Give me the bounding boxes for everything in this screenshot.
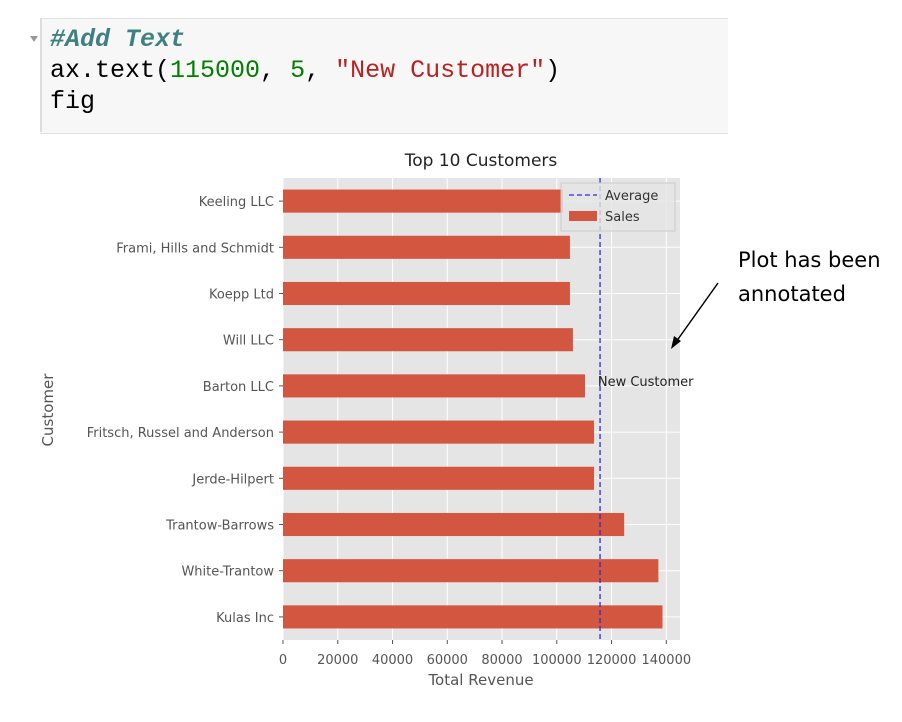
bar [283, 235, 570, 259]
note-text: annotated [738, 282, 846, 306]
x-axis-label: Total Revenue [427, 671, 533, 689]
note-arrow [675, 282, 719, 343]
bar [283, 328, 573, 352]
chart-title: Top 10 Customers [404, 151, 558, 171]
y-tick-label: Trantow-Barrows [165, 519, 274, 534]
note-arrowhead [671, 336, 681, 349]
bar [283, 374, 585, 398]
y-axis-label: Customer [39, 373, 57, 447]
annotation: New Customer [598, 375, 694, 390]
code-token: fig [50, 87, 96, 116]
x-tick-label: 0 [279, 653, 287, 668]
code: #Add Text ax.text(115000, 5, "New Custom… [50, 24, 560, 117]
y-tick-label: Jerde-Hilpert [191, 472, 274, 487]
legend-label: Average [605, 189, 658, 204]
legend-swatch [569, 211, 597, 221]
x-tick-label: 120000 [587, 653, 637, 668]
x-tick-label: 80000 [481, 653, 522, 668]
x-tick-label: 40000 [372, 653, 413, 668]
code-number: 115000 [170, 56, 261, 85]
bar [283, 512, 625, 537]
y-tick-label: Keeling LLC [199, 195, 274, 210]
y-tick-label: Barton LLC [203, 380, 274, 395]
bar [283, 466, 595, 490]
x-tick-label: 140000 [641, 653, 691, 668]
y-tick-label: Fritsch, Russel and Anderson [87, 426, 274, 441]
code-number: 5 [290, 56, 306, 85]
x-tick-label: 60000 [427, 653, 468, 668]
bar [283, 559, 659, 583]
bar [283, 189, 563, 213]
bar [283, 605, 663, 629]
code-token: , [260, 56, 291, 85]
y-tick-label: Will LLC [223, 334, 274, 349]
bar [283, 420, 595, 444]
y-tick-label: Frami, Hills and Schmidt [116, 241, 274, 256]
note-text: Plot has been [738, 248, 881, 272]
cell-border [40, 18, 42, 132]
legend-box [560, 182, 676, 232]
code-cell[interactable] [40, 18, 728, 134]
code-token: ) [545, 56, 561, 85]
code-string: "New Customer" [335, 56, 546, 85]
x-tick-label: 100000 [532, 653, 582, 668]
code-token: , [305, 56, 336, 85]
y-tick-label: Kulas Inc [216, 611, 274, 626]
code-comment: #Add Text [50, 25, 186, 54]
x-tick-label: 20000 [317, 653, 358, 668]
bar [283, 281, 570, 306]
y-tick-label: Koepp Ltd [209, 288, 274, 303]
legend-label: Sales [605, 210, 640, 225]
collapse-arrow[interactable] [30, 36, 38, 42]
code-token: ax.text( [50, 56, 171, 85]
y-tick-label: White-Trantow [181, 565, 274, 580]
